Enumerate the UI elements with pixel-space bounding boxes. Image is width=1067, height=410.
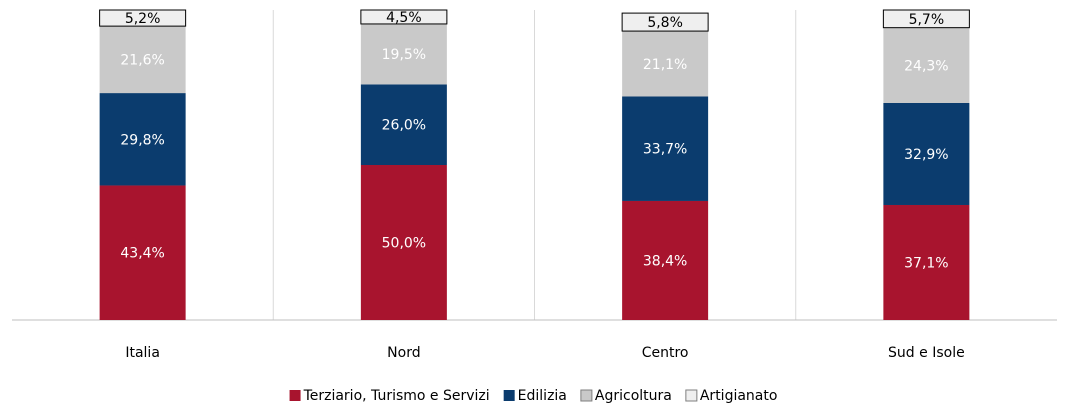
x-tick-label: Italia [125, 345, 160, 361]
bar-segment [99, 9, 187, 27]
legend-label: Edilizia [518, 388, 567, 404]
bar-segment [360, 23, 447, 85]
bar-segment [883, 27, 970, 104]
bar-segment [99, 185, 186, 320]
bar-segment [622, 200, 709, 320]
bar-segment [99, 93, 186, 186]
data-label: 4,5% [386, 10, 422, 26]
bar-segment [360, 9, 448, 25]
legend-swatch [685, 389, 698, 402]
legend-swatch [289, 390, 301, 401]
bar-segment [883, 204, 970, 320]
bar-segment [622, 96, 709, 201]
x-tick-label: Nord [387, 345, 420, 361]
data-label: 32,9% [904, 147, 948, 163]
data-label: 50,0% [382, 236, 426, 252]
bar-segment [883, 103, 970, 205]
data-label: 38,4% [643, 253, 687, 269]
data-label: 5,8% [647, 15, 683, 31]
data-label: 5,7% [909, 12, 945, 28]
legend-label: Terziario, Turismo e Servizi [303, 388, 490, 404]
bar-segment [621, 12, 709, 32]
data-label: 21,1% [643, 57, 687, 73]
bar-segment [99, 26, 186, 94]
bar-segment [882, 9, 970, 29]
legend-swatch [503, 390, 515, 401]
x-tick-label: Sud e Isole [888, 345, 965, 361]
data-label: 19,5% [382, 47, 426, 63]
legend-swatch [580, 389, 593, 402]
data-label: 5,2% [125, 11, 161, 27]
data-label: 26,0% [382, 118, 426, 134]
data-label: 29,8% [120, 132, 164, 148]
data-label: 21,6% [120, 53, 164, 69]
data-label: 24,3% [904, 58, 948, 74]
data-label: 43,4% [120, 246, 164, 262]
bar-segment [360, 165, 447, 320]
data-label: 37,1% [904, 255, 948, 271]
legend-label: Agricoltura [595, 388, 672, 404]
legend-label: Artigianato [700, 388, 778, 404]
bar-segment [622, 31, 709, 97]
bar-segment [360, 84, 447, 165]
x-tick-label: Centro [642, 345, 689, 361]
data-label: 33,7% [643, 142, 687, 158]
